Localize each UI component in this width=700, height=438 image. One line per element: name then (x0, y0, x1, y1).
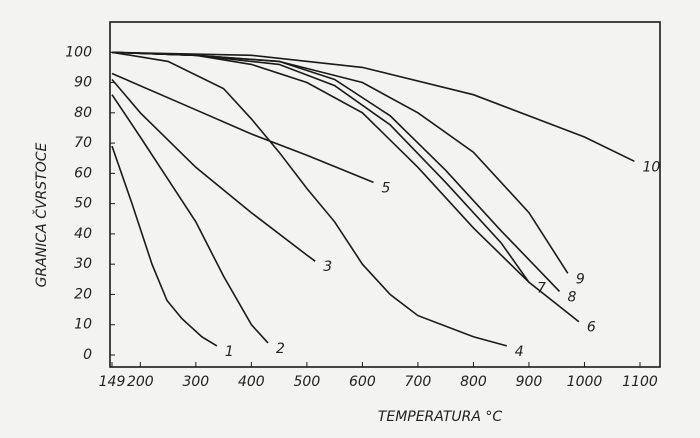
y-tick-label: 0 (83, 347, 92, 363)
curve-label: 7 (537, 280, 546, 296)
y-tick-label: 20 (74, 286, 92, 302)
y-tick-label: 80 (74, 105, 92, 121)
curve-label: 1 (225, 344, 234, 360)
x-tick-label: 800 (460, 374, 487, 390)
curve-label: 2 (276, 341, 285, 357)
x-axis-label: TEMPERATURA °C (378, 409, 503, 425)
x-tick-label: 700 (405, 374, 432, 390)
curve (111, 145, 218, 347)
x-tick-label: 149 (99, 374, 126, 390)
y-tick-label: 40 (74, 226, 92, 242)
y-tick-label: 60 (74, 165, 92, 181)
x-tick-label: 1000 (567, 374, 603, 390)
y-tick-label: 10 (74, 317, 92, 333)
curve (111, 51, 508, 347)
x-tick-label: 600 (349, 374, 376, 390)
x-tick-label: 900 (516, 374, 543, 390)
y-tick-label: 50 (74, 196, 92, 212)
x-tick-label: 400 (238, 374, 265, 390)
curve-label: 3 (323, 259, 332, 275)
curve (111, 51, 569, 274)
curve-label: 6 (587, 320, 596, 336)
x-tick-label: 300 (182, 374, 209, 390)
y-axis-label: GRANICA ČVRSTOCE (32, 142, 50, 287)
y-tick-label: 90 (74, 75, 92, 91)
curve (111, 51, 580, 323)
curve-label: 5 (382, 180, 391, 196)
curve-label: 10 (642, 159, 660, 175)
curve (111, 51, 635, 163)
x-tick-label: 1100 (622, 374, 658, 390)
x-tick-label: 500 (294, 374, 321, 390)
y-tick-label: 70 (74, 135, 92, 151)
curve-label: 4 (515, 344, 524, 360)
curve-label: 8 (567, 289, 576, 305)
curve (111, 72, 374, 184)
curve (111, 51, 530, 283)
curve-label: 9 (576, 271, 585, 287)
x-tick-label: 200 (127, 374, 154, 390)
curve (111, 94, 269, 344)
curve (111, 78, 316, 262)
y-tick-label: 30 (74, 256, 92, 272)
plot-frame (109, 21, 661, 368)
y-tick-label: 100 (65, 44, 92, 60)
